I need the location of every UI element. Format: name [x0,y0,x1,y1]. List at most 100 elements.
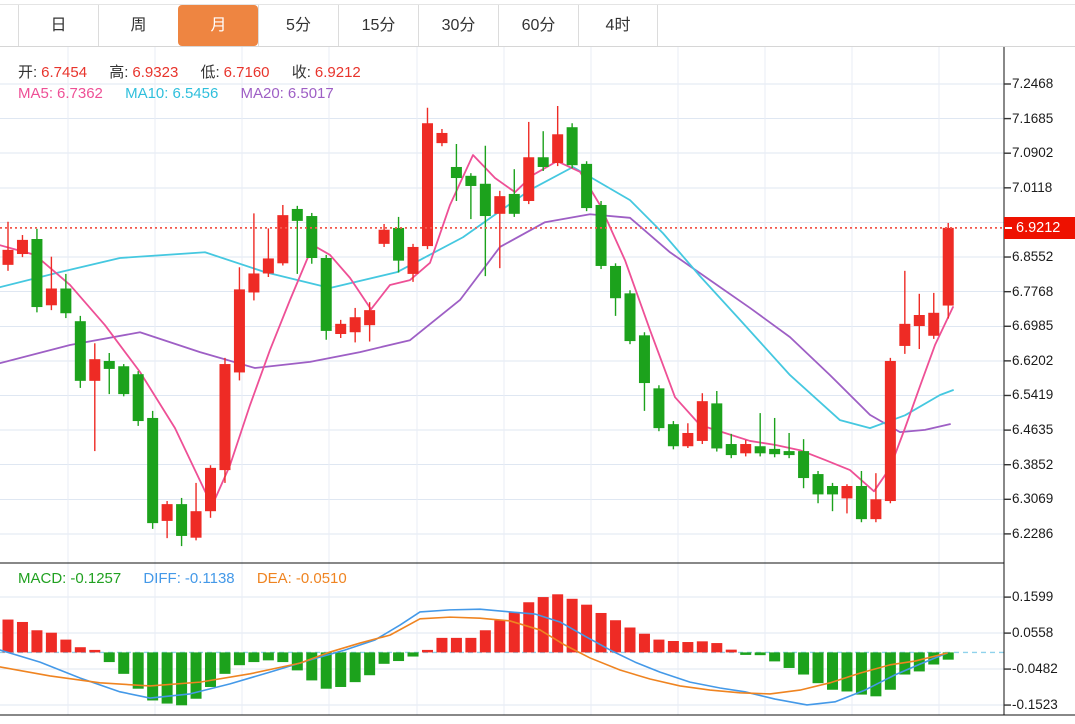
macd-bar [320,652,332,689]
candle-body [378,229,390,244]
price-axis-label: 7.2468 [1012,76,1054,91]
candle-body [306,216,318,259]
high-label: 高: [109,64,129,81]
kline-chart-canvas[interactable] [0,47,1075,724]
candle-body [870,499,882,520]
candle-body [841,486,853,499]
timeframe-tabs: 日周月 5分 15分 30分 60分 4时 [18,5,658,46]
tabbar-top-border [0,4,1075,5]
candle-body [277,215,289,264]
candle-body [161,504,173,521]
ma10-line [0,166,954,430]
candle-body [537,157,549,167]
macd-label: MACD: [18,570,67,587]
price-axis-label: 6.5419 [1012,387,1054,403]
macd-bar [335,652,347,687]
timeframe-tabbar: 日周月 5分 15分 30分 60分 4时 [0,0,1075,47]
candle-body [494,196,506,214]
ma20-line [0,213,951,433]
candle-body [320,258,332,331]
macd-bar [45,632,57,653]
macd-bar [754,652,766,656]
macd-bar [16,621,28,653]
macd-axis-label: 0.0558 [1012,625,1054,641]
macd-bar [624,627,636,653]
macd-bar [147,652,159,701]
macd-bar [769,652,781,662]
close-label: 收: [291,64,311,81]
candle-body [190,511,202,538]
dea-line [0,616,948,695]
ma5-line [0,154,954,507]
macd-bar [913,652,925,672]
candle-body [335,323,347,335]
candle-body [827,486,839,495]
tab-timeframe-1[interactable]: 周 [98,5,178,46]
candle-body [913,315,925,327]
macd-value: -0.1257 [70,570,122,587]
candle-body [638,335,650,384]
price-axis-label: 6.3852 [1012,456,1054,472]
macd-bar [205,652,217,687]
candle-body [725,444,737,456]
candle-body [89,359,101,381]
macd-bar [812,652,824,684]
macd-bar [436,637,448,653]
macd-bar [118,652,130,674]
current-price-tag: 6.9212 [1004,216,1075,239]
macd-bar [349,652,361,683]
price-axis-label: 6.2286 [1012,525,1054,541]
macd-bar [942,652,954,660]
macd-bar [638,633,650,653]
macd-bar [653,639,665,653]
macd-bar [725,649,737,653]
macd-bar [667,640,679,653]
macd-bar [291,652,303,671]
price-axis-label: 7.0902 [1012,145,1054,161]
macd-bar [190,652,202,699]
tab-timeframe-4[interactable]: 15分 [338,5,418,46]
candle-body [364,310,376,326]
price-axis-label: 7.1685 [1012,110,1054,126]
macd-bar [740,652,752,655]
candle-body [31,239,43,308]
tab-timeframe-7[interactable]: 4时 [578,5,658,46]
ma5-value: 6.7362 [57,85,103,102]
macd-axis-label: 0.1599 [1012,589,1054,605]
candle-body [595,204,607,266]
macd-bar [479,630,491,653]
ma10-label: MA10: [125,85,169,102]
candle-body [262,258,274,274]
ma5-label: MA5: [18,85,54,102]
macd-bar [306,652,318,681]
macd-bar [421,649,433,653]
candle-body [132,374,144,422]
candle-body [176,504,188,536]
candle-body [248,273,260,293]
macd-bar [798,652,810,675]
price-axis-label: 7.0118 [1012,179,1053,195]
ma20-label: MA20: [240,85,284,102]
tab-timeframe-3[interactable]: 5分 [258,5,338,46]
candle-body [884,360,896,502]
macd-bar [581,604,593,653]
candle-body [928,312,940,336]
candle-body [610,265,622,299]
candle-body [45,288,57,306]
candle-body [711,403,723,449]
tab-timeframe-6[interactable]: 60分 [498,5,578,46]
candle-body [436,132,448,144]
macd-bar [566,598,578,653]
macd-bar [2,619,14,653]
tab-timeframe-5[interactable]: 30分 [418,5,498,46]
low-value: 6.7160 [223,64,270,81]
ma20-value: 6.5017 [287,85,334,102]
candle-body [103,360,115,369]
candle-body [393,227,405,261]
tab-timeframe-2[interactable]: 月 [178,5,258,46]
macd-bar [841,652,853,692]
macd-bar [494,620,506,653]
candle-body [349,317,361,333]
tab-timeframe-0[interactable]: 日 [18,5,98,46]
macd-bar [74,647,86,653]
